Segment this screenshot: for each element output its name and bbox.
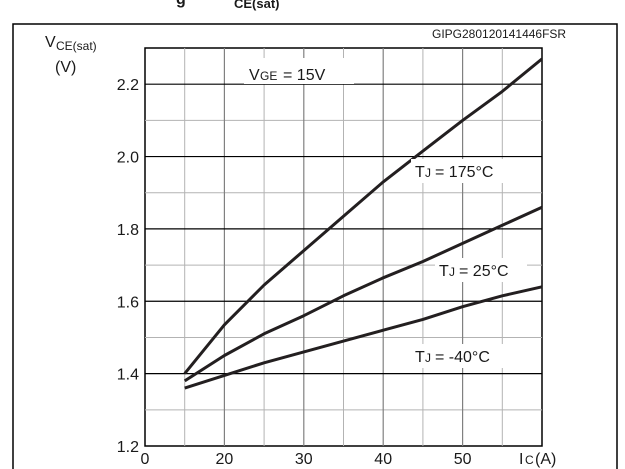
x-tick-label: 30 bbox=[295, 451, 313, 468]
condition-label-sub: GE bbox=[260, 69, 277, 83]
condition-value: = 15V bbox=[283, 67, 326, 84]
series-line-2 bbox=[183, 205, 543, 383]
y-tick-label: 1.4 bbox=[117, 367, 139, 384]
y-axis-label: V bbox=[45, 34, 56, 51]
figure-code: GIPG280120141446FSR bbox=[432, 27, 566, 41]
x-tick-label: 40 bbox=[374, 451, 392, 468]
x-axis-label: I bbox=[519, 451, 523, 468]
series-label-sub: J bbox=[425, 351, 431, 365]
y-tick-label: 2.2 bbox=[117, 77, 139, 94]
y-axis-unit: (V) bbox=[55, 59, 76, 76]
x-tick-labels: 0 20 30 40 50 bbox=[141, 451, 472, 468]
series-label-box bbox=[411, 159, 521, 183]
figure-heading-fragment: g bbox=[176, 0, 186, 8]
series-label-box bbox=[411, 344, 529, 368]
series-label-box bbox=[435, 258, 527, 282]
y-tick-labels: 1.2 1.4 1.6 1.8 2.0 2.2 bbox=[117, 77, 139, 456]
series-layer bbox=[183, 57, 543, 390]
series-label-sub: J bbox=[449, 265, 455, 279]
series-label-prefix: T bbox=[415, 349, 425, 366]
x-tick-label: 20 bbox=[216, 451, 234, 468]
series-label-value: = 175°C bbox=[435, 164, 493, 181]
series-label-value: = -40°C bbox=[435, 349, 490, 366]
x-tick-label: 0 bbox=[141, 451, 150, 468]
series-line-1 bbox=[183, 57, 543, 375]
series-line-3 bbox=[184, 285, 543, 390]
y-tick-label: 1.6 bbox=[117, 294, 139, 311]
series-label-sub: J bbox=[425, 166, 431, 180]
condition-label: V bbox=[249, 67, 260, 84]
y-axis-label-sub: CE(sat) bbox=[56, 39, 97, 53]
x-tick-label: 50 bbox=[454, 451, 472, 468]
plot-area bbox=[144, 47, 543, 447]
x-axis-label-sub: C bbox=[525, 453, 534, 467]
series-label-prefix: T bbox=[439, 263, 449, 280]
grid-major bbox=[145, 48, 542, 446]
x-axis-unit: (A) bbox=[535, 451, 556, 468]
figure-frame bbox=[12, 23, 618, 469]
figure-heading-fragment-sub: CE(sat) bbox=[234, 0, 280, 11]
series-label-value: = 25°C bbox=[459, 263, 509, 280]
series-label-prefix: T bbox=[415, 164, 425, 181]
condition-label-box bbox=[244, 58, 354, 84]
y-tick-label: 1.8 bbox=[117, 222, 139, 239]
series-labels: T J = 175°CT J = 25°CT J = -40°C bbox=[411, 159, 529, 368]
y-tick-label: 1.2 bbox=[117, 439, 139, 456]
y-tick-label: 2.0 bbox=[117, 150, 139, 167]
